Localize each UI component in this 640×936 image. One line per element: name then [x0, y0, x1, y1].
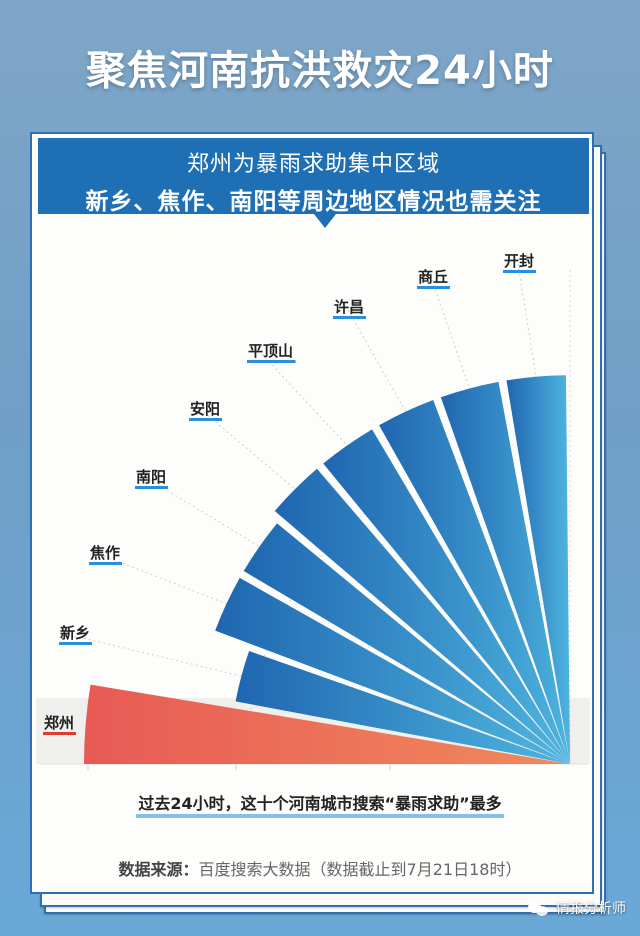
category-label-商丘: 商丘	[418, 268, 448, 286]
category-label-新乡: 新乡	[60, 624, 90, 642]
leader-line-开封	[517, 263, 537, 377]
label-underline-新乡	[59, 642, 92, 645]
page-title: 聚焦河南抗洪救灾24小时	[86, 48, 554, 94]
leader-line-安阳	[203, 411, 296, 490]
category-label-平顶山: 平顶山	[248, 342, 293, 360]
banner-line-1: 郑州为暴雨求助集中区域	[186, 152, 440, 177]
chart-labels: 郑州 新乡 焦作 南阳 安阳 平顶山 许昌 商丘 开封	[43, 252, 537, 735]
banner: 郑州为暴雨求助集中区域 新乡、焦作、南阳等周边地区情况也需关注	[38, 138, 589, 215]
label-underline-南阳	[135, 486, 168, 489]
bar-焦作	[215, 577, 570, 764]
category-label-开封: 开封	[504, 252, 534, 270]
leader-line-许昌	[347, 309, 407, 412]
wechat-icon	[528, 900, 550, 916]
bar-安阳	[274, 468, 570, 764]
chart-bars	[84, 375, 571, 764]
banner-line-2: 新乡、焦作、南阳等周边地区情况也需关注	[85, 189, 542, 215]
label-underline-焦作	[89, 562, 122, 565]
bar-开封	[506, 375, 570, 764]
watermark: 情报分析师	[528, 898, 626, 918]
bar-商丘	[440, 381, 570, 764]
category-label-郑州: 郑州	[44, 714, 74, 732]
bar-新乡	[235, 650, 570, 764]
category-label-焦作: 焦作	[89, 544, 120, 562]
chart-caption-text: 过去24小时，这十个河南城市搜索“暴雨求助”最多	[136, 794, 504, 818]
data-source: 数据来源：百度搜索大数据（数据截止到7月21日18时）	[0, 856, 640, 880]
leader-line-新乡	[73, 635, 242, 677]
category-label-许昌: 许昌	[334, 298, 364, 316]
watermark-text: 情报分析师	[556, 901, 626, 917]
label-underline-商丘	[417, 286, 450, 289]
label-underline-安阳	[189, 418, 222, 421]
bar-南阳	[243, 523, 571, 764]
leader-line-南阳	[149, 479, 260, 547]
bar-平顶山	[323, 429, 570, 764]
category-label-安阳: 安阳	[190, 400, 220, 418]
bar-郑州	[84, 684, 570, 764]
data-source-text: 百度搜索大数据（数据截止到7月21日18时）	[198, 860, 522, 879]
leader-line-焦作	[103, 555, 227, 605]
leader-line-平顶山	[261, 353, 348, 446]
leader-line-商丘	[431, 279, 470, 389]
label-underline-开封	[503, 270, 536, 273]
bar-许昌	[379, 400, 570, 764]
label-underline-郑州	[43, 732, 76, 735]
banner-pointer	[314, 214, 336, 228]
chart-caption: 过去24小时，这十个河南城市搜索“暴雨求助”最多	[0, 790, 640, 818]
label-underline-平顶山	[247, 360, 296, 363]
data-source-label: 数据来源：	[118, 860, 199, 879]
category-label-南阳: 南阳	[136, 468, 166, 486]
label-underline-许昌	[333, 316, 366, 319]
